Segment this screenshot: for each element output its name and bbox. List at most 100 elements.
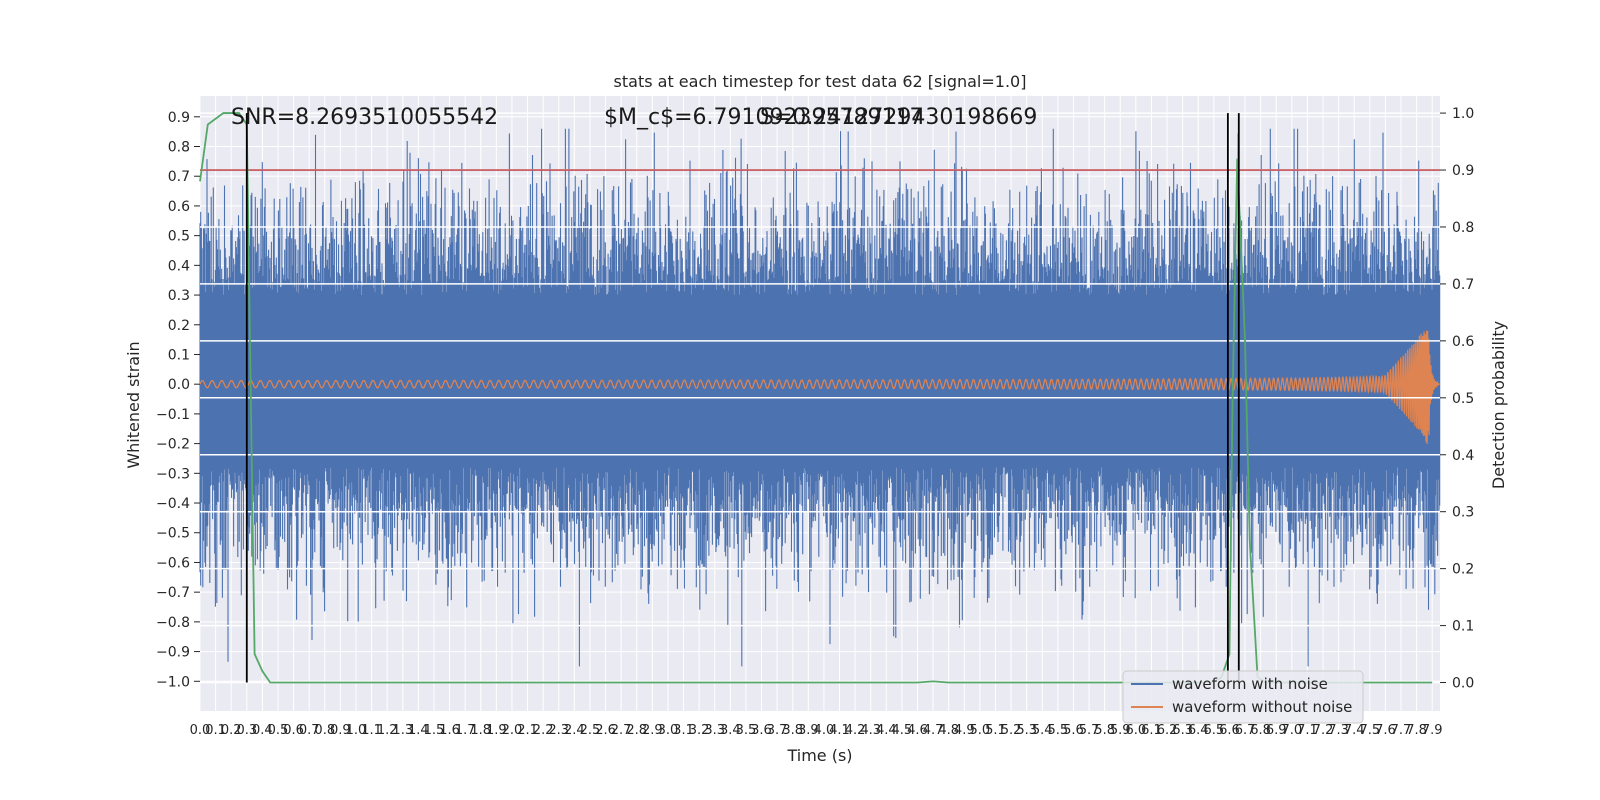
y-tick-label: 0.0 — [168, 377, 190, 393]
x-tick-label: 0.3 — [236, 723, 257, 738]
y-tick-label: −0.9 — [156, 645, 190, 661]
x-tick-label: 0.6 — [283, 723, 304, 738]
x-tick-label: 0.4 — [252, 723, 273, 738]
x-tick-label: 2.9 — [642, 723, 663, 738]
x-tick-label: 4.8 — [938, 723, 959, 738]
y-tick-label: 0.4 — [168, 258, 190, 274]
vertical-markers — [245, 113, 1240, 683]
x-tick-label: 3.9 — [798, 723, 819, 738]
x-tick-label: 1.8 — [470, 723, 491, 738]
y2-tick-label: 0.7 — [1452, 277, 1474, 293]
x-tick-label: 4.3 — [860, 723, 881, 738]
x-tick-label: 7.6 — [1375, 723, 1396, 738]
x-tick-label: 2.2 — [533, 723, 554, 738]
x-tick-label: 6.8 — [1250, 723, 1271, 738]
snr-annotation: SNR=8.2693510055542 — [231, 105, 498, 130]
x-tick-label: 1.5 — [424, 723, 445, 738]
x-tick-label: 4.0 — [814, 723, 835, 738]
x-tick-label: 6.0 — [1126, 723, 1147, 738]
y2-tick-label: 0.4 — [1452, 448, 1474, 464]
x-tick-label: 2.3 — [548, 723, 569, 738]
x-tick-label: 5.2 — [1001, 723, 1022, 738]
legend-label-clean: waveform without noise — [1172, 698, 1352, 716]
x-tick-label: 0.7 — [299, 723, 320, 738]
x-tick-label: 3.1 — [673, 723, 694, 738]
x-tick-label: 2.1 — [517, 723, 538, 738]
x-tick-label: 0.0 — [190, 723, 211, 738]
x-tick-label: 0.9 — [330, 723, 351, 738]
x-tick-label: 5.1 — [985, 723, 1006, 738]
y-tick-label: 0.1 — [168, 347, 190, 363]
y-tick-label: −0.8 — [156, 615, 190, 631]
x-tick-label: 7.2 — [1313, 723, 1334, 738]
y2-axis-label: Detection probability — [1489, 321, 1508, 489]
x-tick-label: 0.2 — [221, 723, 242, 738]
x-tick-label: 3.0 — [658, 723, 679, 738]
y2-tick-label: 0.3 — [1452, 505, 1474, 521]
legend-label-noise: waveform with noise — [1172, 675, 1328, 693]
x-tick-label: 7.8 — [1406, 723, 1427, 738]
x-tick-label: 5.9 — [1110, 723, 1131, 738]
x-tick-label: 6.7 — [1235, 723, 1256, 738]
x-tick-label: 3.8 — [782, 723, 803, 738]
x-tick-label: 2.5 — [580, 723, 601, 738]
y-tick-label: 0.7 — [168, 169, 190, 185]
x-tick-label: 1.9 — [486, 723, 507, 738]
x-tick-label: 3.2 — [689, 723, 710, 738]
x-tick-label: 6.2 — [1157, 723, 1178, 738]
y2-tick-label: 0.1 — [1452, 619, 1474, 635]
y2-tick-label: 0.2 — [1452, 562, 1474, 578]
y-tick-label: 0.5 — [168, 229, 190, 245]
x-tick-label: 5.7 — [1079, 723, 1100, 738]
x-tick-label: 6.1 — [1141, 723, 1162, 738]
x-tick-label: 3.7 — [767, 723, 788, 738]
y2-tick-labels: 1.0 0.9 0.8 0.7 0.6 0.5 0.4 0.3 0.2 0.1 0.0 — [1440, 106, 1474, 692]
x-tick-label: 2.0 — [502, 723, 523, 738]
chirp-mass-annotation: $M_c$=6.791092395789117 — [604, 105, 923, 130]
x-tick-label: 1.7 — [455, 723, 476, 738]
probability-trace — [199, 112, 1433, 684]
y-axis-label: Whitened strain — [124, 341, 143, 468]
x-tick-label: 5.3 — [1016, 723, 1037, 738]
x-tick-label: 7.7 — [1391, 723, 1412, 738]
y-tick-label: −0.6 — [156, 555, 190, 571]
y-tick-label: −0.7 — [156, 585, 190, 601]
y-tick-label: −0.4 — [156, 496, 190, 512]
x-tick-label: 4.1 — [829, 723, 850, 738]
x-tick-label: 5.8 — [1094, 723, 1115, 738]
x-tick-label: 7.9 — [1422, 723, 1443, 738]
y2-tick-label: 0.0 — [1452, 676, 1474, 692]
x-tick-label: 1.0 — [346, 723, 367, 738]
x-tick-label: 3.6 — [751, 723, 772, 738]
x-tick-label: 4.2 — [845, 723, 866, 738]
y-tick-label: −0.5 — [156, 526, 190, 542]
y-tick-label: 0.8 — [168, 140, 190, 156]
x-tick-label: 0.5 — [268, 723, 289, 738]
x-tick-label: 4.9 — [954, 723, 975, 738]
x-axis-label: Time (s) — [786, 746, 852, 765]
x-tick-label: 1.4 — [408, 723, 429, 738]
x-tick-label: 7.3 — [1328, 723, 1349, 738]
x-tick-label: 4.6 — [907, 723, 928, 738]
y2-tick-label: 0.8 — [1452, 220, 1474, 236]
x-tick-label: 2.4 — [564, 723, 585, 738]
x-tick-label: 4.4 — [876, 723, 897, 738]
y-tick-label: 0.3 — [168, 288, 190, 304]
x-tick-labels: 0.00.10.20.30.40.50.60.70.80.91.01.11.21… — [190, 723, 1443, 738]
x-tick-label: 0.1 — [205, 723, 226, 738]
legend: waveform with noise waveform without noi… — [1122, 670, 1364, 724]
x-tick-label: 2.8 — [626, 723, 647, 738]
x-tick-label: 1.3 — [392, 723, 413, 738]
x-tick-label: 3.4 — [720, 723, 741, 738]
x-tick-label: 1.2 — [377, 723, 398, 738]
y2-tick-label: 0.9 — [1452, 163, 1474, 179]
y-tick-label: 0.6 — [168, 199, 190, 215]
x-tick-label: 6.6 — [1219, 723, 1240, 738]
y-tick-label: 0.9 — [168, 110, 190, 126]
x-tick-label: 7.1 — [1297, 723, 1318, 738]
x-tick-label: 6.5 — [1203, 723, 1224, 738]
y-tick-labels: 0.9 0.8 0.7 0.6 0.5 0.4 0.3 0.2 0.1 0.0 −0.1 −0.2 −0… — [156, 110, 200, 690]
y2-tick-label: 0.5 — [1452, 391, 1474, 407]
y-tick-label: −1.0 — [156, 674, 190, 690]
